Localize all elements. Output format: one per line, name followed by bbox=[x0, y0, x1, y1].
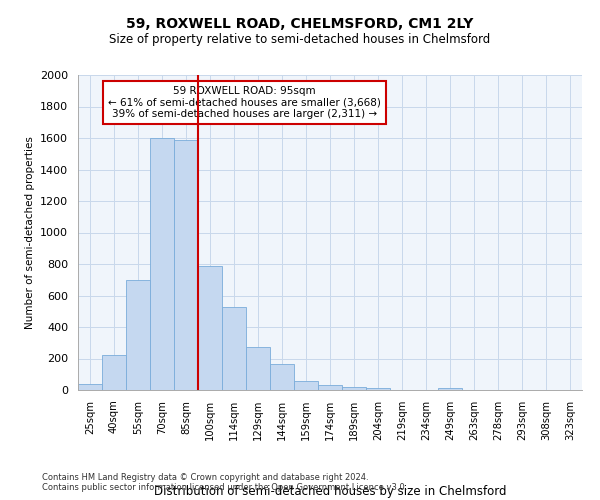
Text: Contains HM Land Registry data © Crown copyright and database right 2024.: Contains HM Land Registry data © Crown c… bbox=[42, 474, 368, 482]
Bar bbox=[102, 356, 126, 390]
Y-axis label: Number of semi-detached properties: Number of semi-detached properties bbox=[25, 136, 35, 329]
Text: Contains public sector information licensed under the Open Government Licence v3: Contains public sector information licen… bbox=[42, 484, 407, 492]
Bar bbox=[246, 348, 270, 390]
Bar bbox=[198, 266, 222, 390]
Bar bbox=[126, 280, 150, 390]
Text: 59 ROXWELL ROAD: 95sqm
← 61% of semi-detached houses are smaller (3,668)
39% of : 59 ROXWELL ROAD: 95sqm ← 61% of semi-det… bbox=[108, 86, 381, 119]
X-axis label: Distribution of semi-detached houses by size in Chelmsford: Distribution of semi-detached houses by … bbox=[154, 484, 506, 498]
Bar bbox=[222, 306, 246, 390]
Bar bbox=[150, 138, 174, 390]
Bar bbox=[318, 386, 342, 390]
Bar bbox=[174, 140, 198, 390]
Bar bbox=[342, 387, 366, 390]
Bar bbox=[78, 384, 102, 390]
Text: 59, ROXWELL ROAD, CHELMSFORD, CM1 2LY: 59, ROXWELL ROAD, CHELMSFORD, CM1 2LY bbox=[127, 18, 473, 32]
Bar bbox=[438, 388, 462, 390]
Bar bbox=[366, 388, 390, 390]
Bar bbox=[294, 380, 318, 390]
Bar bbox=[270, 364, 294, 390]
Text: Size of property relative to semi-detached houses in Chelmsford: Size of property relative to semi-detach… bbox=[109, 32, 491, 46]
